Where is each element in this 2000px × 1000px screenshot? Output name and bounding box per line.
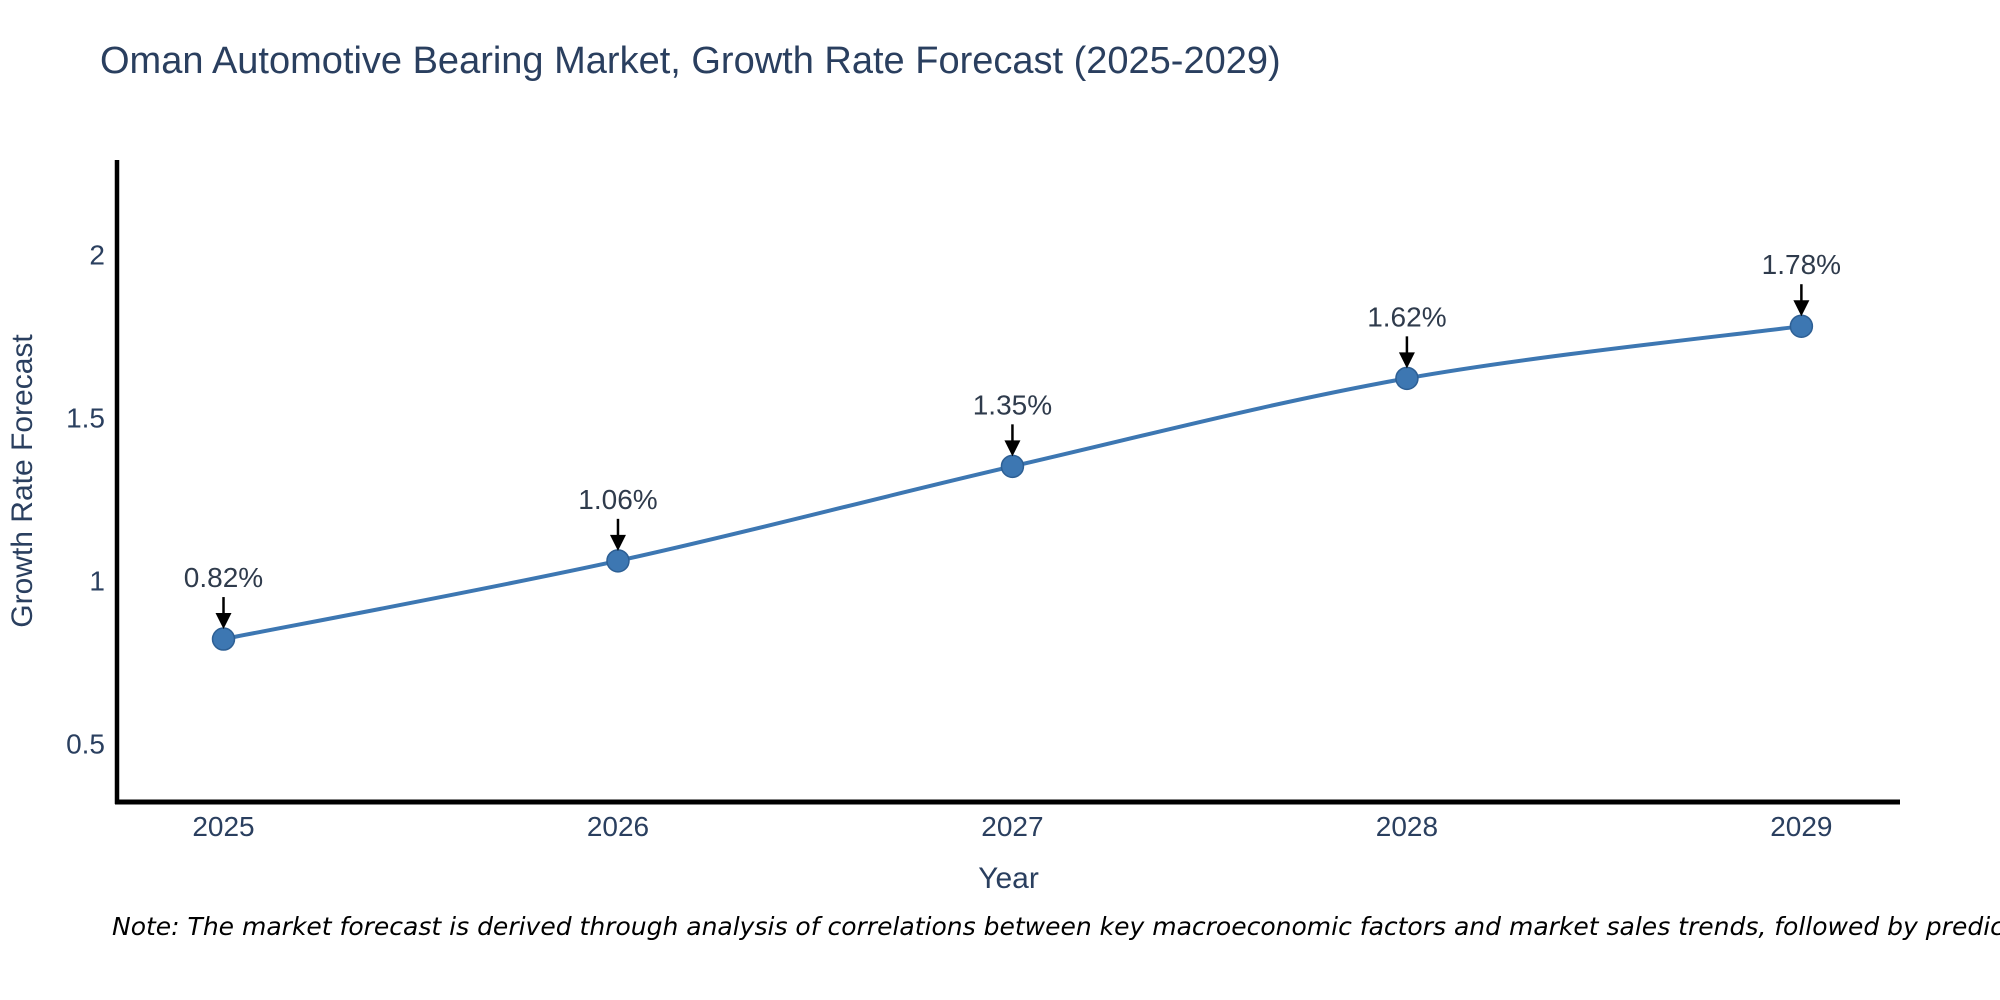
- x-axis-title: Year: [978, 862, 1039, 895]
- annotation-arrowhead-icon: [609, 534, 626, 551]
- data-point-marker: [606, 549, 630, 573]
- data-point-label: 1.06%: [578, 484, 657, 515]
- data-point-marker: [1395, 366, 1419, 391]
- data-point-label: 0.82%: [184, 562, 263, 593]
- y-tick-label: 1.5: [66, 402, 105, 433]
- y-tick-label: 1: [89, 565, 105, 596]
- annotation-arrowhead-icon: [215, 613, 232, 630]
- y-tick-label: 2: [89, 240, 105, 271]
- y-tick-label: 0.5: [66, 728, 105, 759]
- x-tick-label: 2029: [1770, 811, 1832, 842]
- chart-title: Oman Automotive Bearing Market, Growth R…: [100, 40, 1281, 82]
- x-tick-label: 2025: [192, 811, 254, 842]
- annotation-arrowhead-icon: [1793, 300, 1810, 317]
- data-point-marker: [1789, 314, 1814, 338]
- annotation-arrowhead-icon: [1004, 440, 1021, 457]
- data-point-label: 1.62%: [1367, 301, 1446, 332]
- x-tick-label: 2027: [981, 811, 1043, 842]
- data-point-label: 1.78%: [1762, 249, 1841, 280]
- data-point-label: 1.35%: [973, 389, 1052, 420]
- annotation-arrowhead-icon: [1398, 352, 1415, 369]
- x-tick-label: 2026: [587, 811, 649, 842]
- footnote: Note: The market forecast is derived thr…: [112, 912, 2000, 941]
- data-point-marker: [211, 627, 236, 651]
- line-series: [223, 324, 1802, 642]
- x-tick-label: 2028: [1376, 811, 1438, 842]
- data-point-marker: [1000, 454, 1025, 479]
- y-axis-title: Growth Rate Forecast: [6, 334, 39, 628]
